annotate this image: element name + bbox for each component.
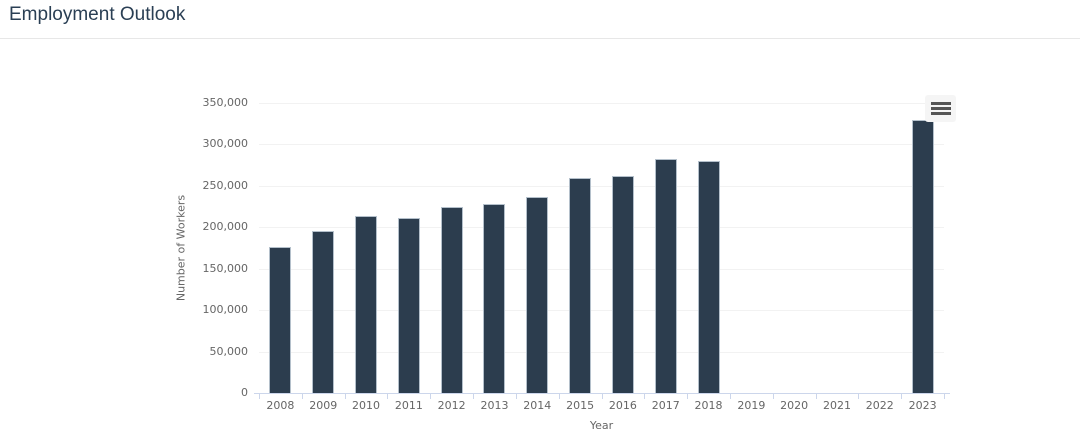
x-axis-tick (515, 394, 517, 399)
y-gridline (259, 227, 944, 229)
y-gridline (259, 144, 944, 146)
x-axis-tick-label: 2011 (394, 399, 423, 412)
y-gridline (259, 268, 944, 270)
header-divider (0, 38, 1080, 39)
x-axis-tick (772, 394, 774, 399)
chart-context-menu-button[interactable] (925, 95, 956, 122)
x-axis-tick-label: 2014 (523, 399, 552, 412)
x-axis-tick (901, 394, 903, 399)
y-axis-tick-label: 250,000 (202, 178, 249, 192)
x-axis-tick-label: 2020 (780, 399, 809, 412)
x-axis-tick (687, 394, 689, 399)
bar-2018[interactable] (697, 161, 720, 393)
y-gridline (259, 103, 944, 104)
page-title: Employment Outlook (9, 4, 186, 25)
bar-2009[interactable] (312, 231, 335, 393)
x-axis-tick-label: 2018 (694, 399, 723, 412)
x-axis-tick (601, 394, 603, 399)
x-axis-tick (259, 394, 260, 399)
x-axis-tick (473, 394, 475, 399)
x-axis-tick (558, 394, 560, 399)
y-gridline (259, 351, 944, 353)
y-gridline (259, 185, 944, 187)
y-gridline (259, 310, 944, 312)
x-axis-tick (815, 394, 817, 399)
bar-2023[interactable] (911, 119, 934, 393)
y-axis-tick-label: 50,000 (209, 344, 249, 358)
y-axis-tick-label: 350,000 (202, 96, 249, 109)
x-axis-tick-label: 2017 (651, 399, 680, 412)
x-axis-tick-label: 2010 (352, 399, 381, 412)
bar-2013[interactable] (483, 204, 506, 393)
x-axis-tick (944, 394, 945, 399)
y-axis-tick-label: 0 (241, 386, 248, 399)
bar-2014[interactable] (526, 197, 549, 393)
x-axis-tick-label: 2008 (266, 399, 295, 412)
x-axis-tick (301, 394, 303, 399)
bar-2015[interactable] (569, 177, 592, 393)
y-axis-tick-label: 200,000 (202, 220, 249, 234)
x-axis-tick (644, 394, 646, 399)
bar-2012[interactable] (440, 206, 463, 393)
x-axis-tick-label: 2016 (608, 399, 637, 412)
y-axis-tick-label: 100,000 (202, 303, 249, 317)
bar-2011[interactable] (397, 218, 420, 393)
x-axis-tick (729, 394, 731, 399)
bar-2016[interactable] (611, 175, 634, 393)
y-axis-title: Number of Workers (174, 194, 188, 302)
x-axis-tick-label: 2022 (865, 399, 894, 412)
bar-2017[interactable] (654, 159, 677, 393)
bar-2010[interactable] (355, 215, 378, 393)
x-axis-tick-label: 2015 (566, 399, 595, 412)
x-axis-tick-label: 2021 (822, 399, 851, 412)
plot-area (259, 103, 944, 393)
x-axis-tick (858, 394, 860, 399)
x-axis-tick (344, 394, 346, 399)
hamburger-menu-icon (930, 102, 951, 115)
x-axis-tick-label: 2013 (480, 399, 509, 412)
x-axis-title: Year (589, 419, 614, 432)
y-axis-tick-label: 150,000 (202, 261, 249, 275)
x-axis-line (254, 393, 950, 394)
x-axis-tick-label: 2012 (437, 399, 466, 412)
x-axis-tick-label: 2019 (737, 399, 766, 412)
x-axis-tick (430, 394, 432, 399)
y-axis-tick-label: 300,000 (202, 137, 249, 151)
x-axis-tick-label: 2023 (908, 399, 937, 412)
x-axis-tick-label: 2009 (309, 399, 338, 412)
x-axis-tick (387, 394, 389, 399)
bar-2008[interactable] (269, 247, 292, 393)
